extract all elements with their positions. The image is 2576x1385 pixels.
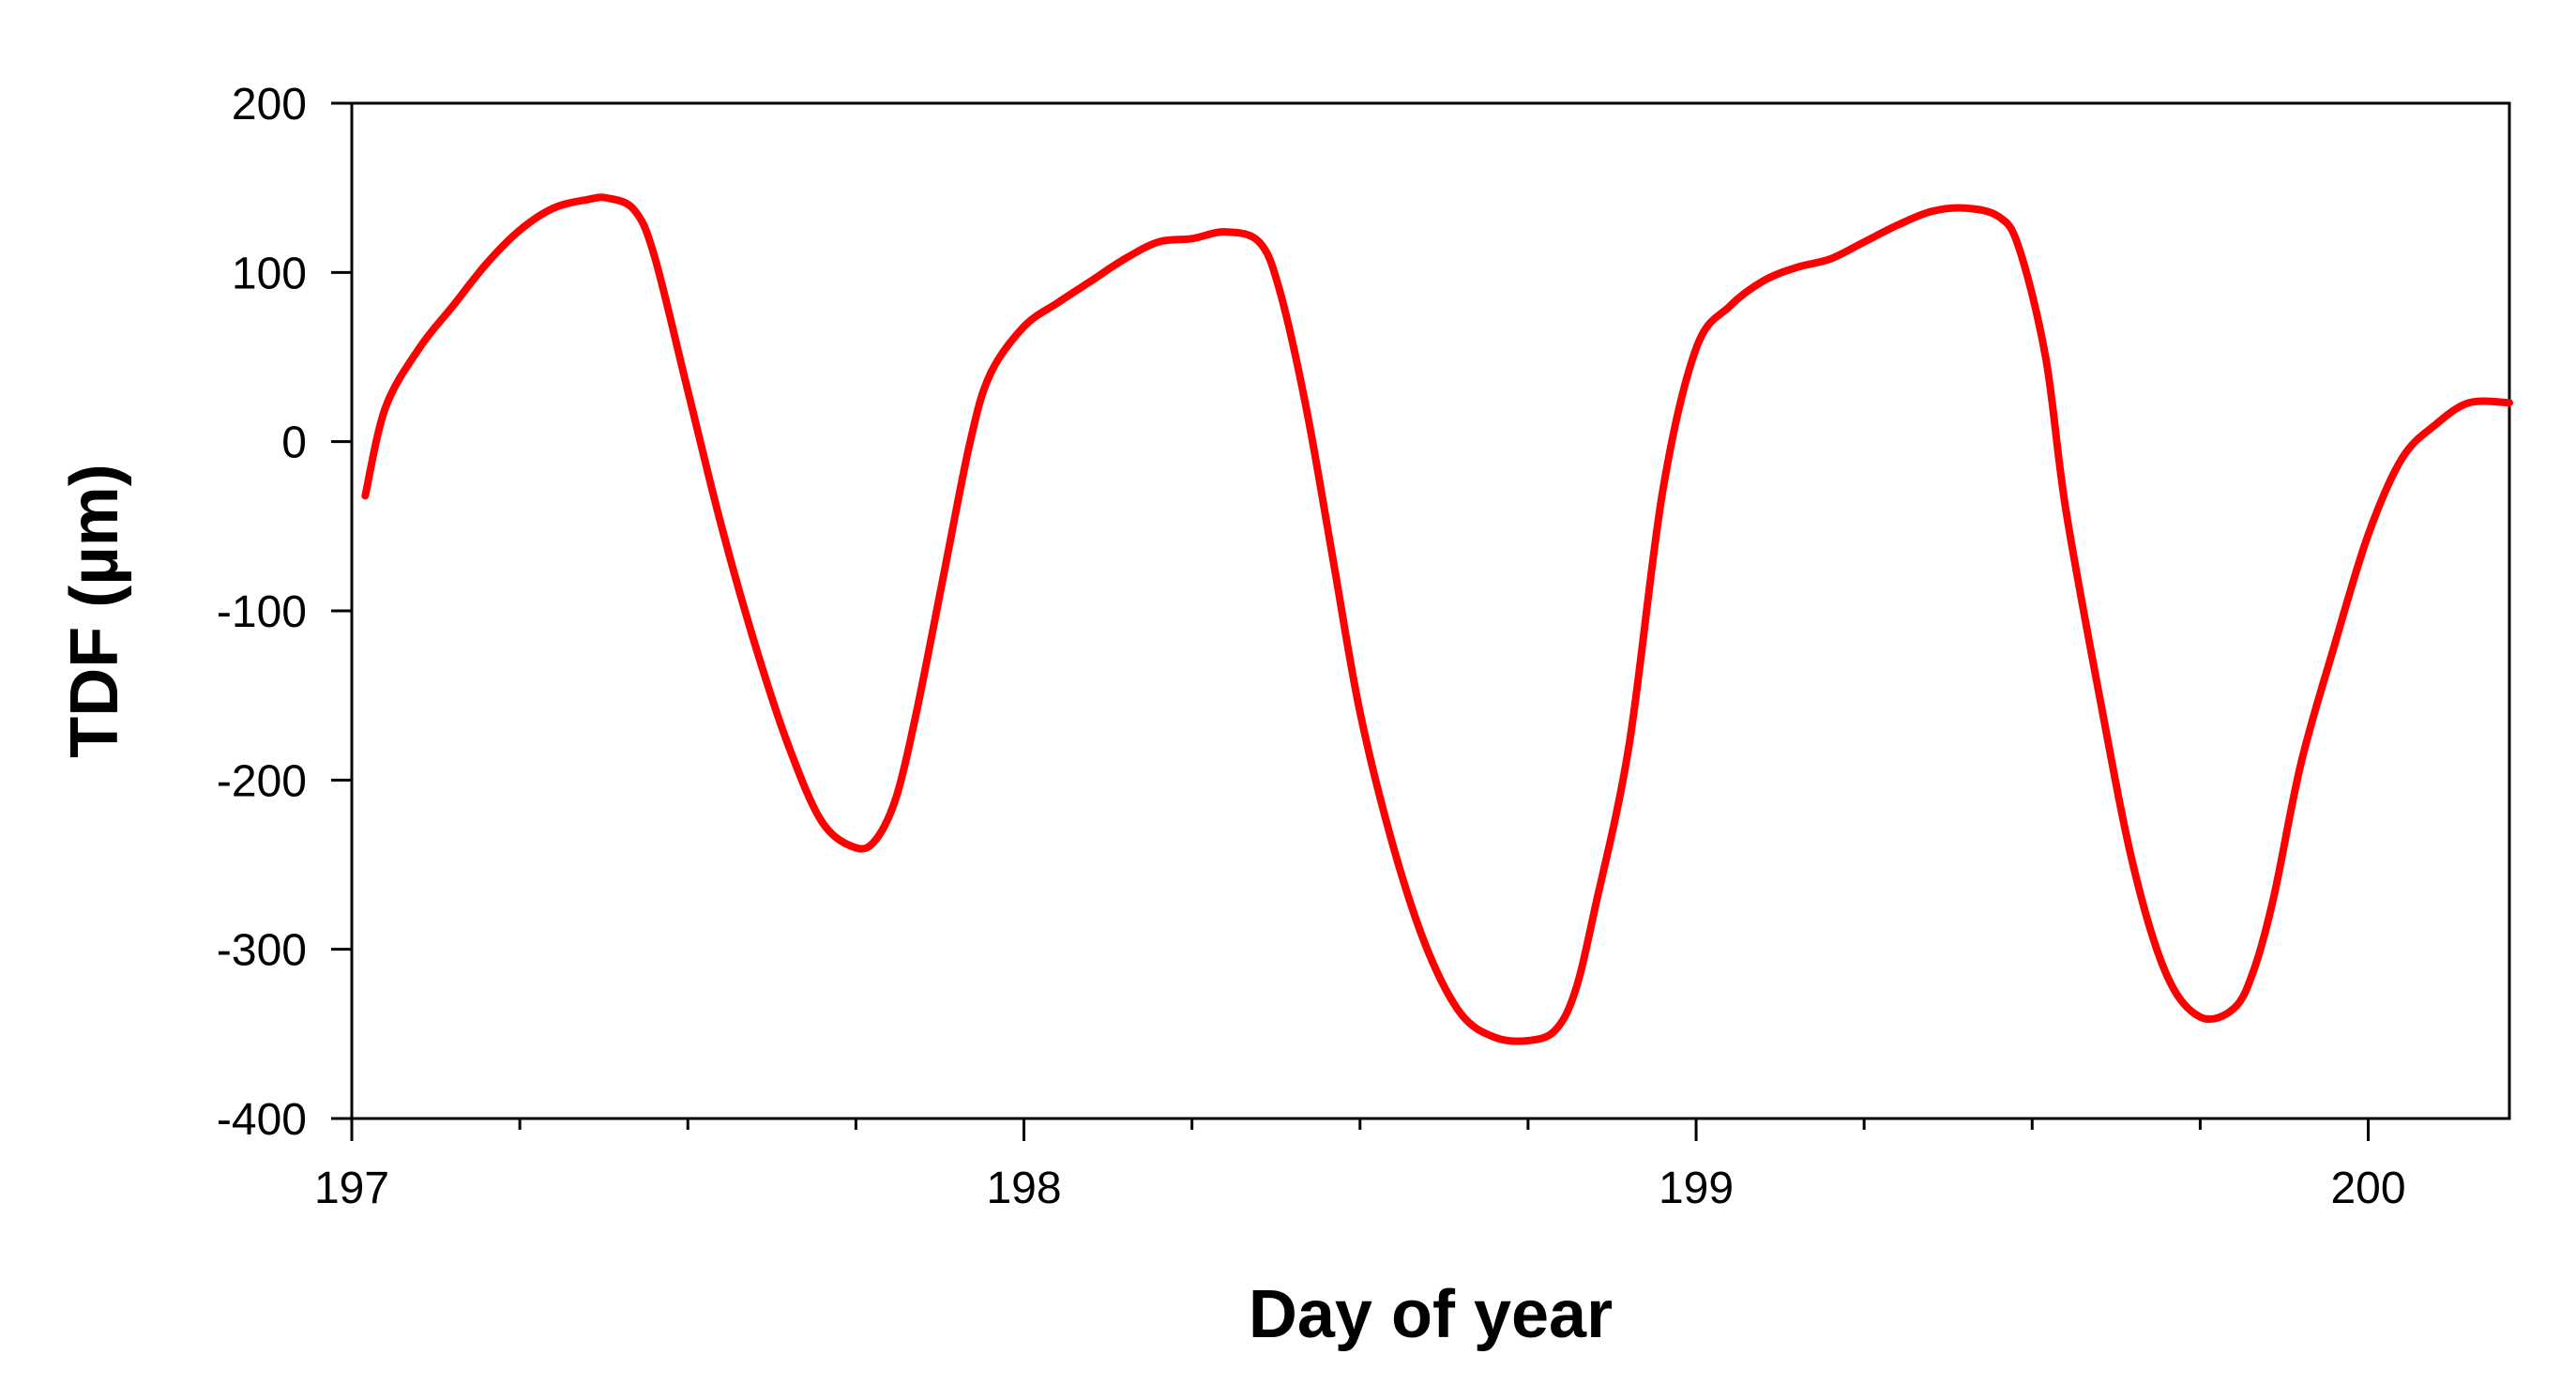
y-tick-label: 100 [232, 249, 307, 298]
x-axis: 197 198 199 200 [314, 1119, 2406, 1213]
x-tick-label: 198 [986, 1164, 1061, 1213]
x-axis-title: Day of year [1249, 1277, 1613, 1352]
y-tick-label: -400 [217, 1095, 307, 1145]
x-tick-label: 197 [314, 1164, 389, 1213]
x-tick-label: 199 [1659, 1164, 1734, 1213]
x-minor-ticks [518, 1119, 2202, 1130]
y-tick-label: -200 [217, 756, 307, 806]
y-tick-label: -300 [217, 926, 307, 976]
x-tick-label: 200 [2330, 1164, 2405, 1213]
y-tick-label: 0 [281, 419, 307, 468]
y-tick-label: 200 [232, 80, 307, 129]
y-axis-title: TDF (µm) [57, 464, 132, 757]
y-axis: 200 100 0 -100 -200 -300 -400 [217, 80, 352, 1145]
series-line [361, 193, 2513, 1045]
plot-area-frame [350, 101, 2511, 1120]
y-tick-label: -100 [217, 587, 307, 637]
